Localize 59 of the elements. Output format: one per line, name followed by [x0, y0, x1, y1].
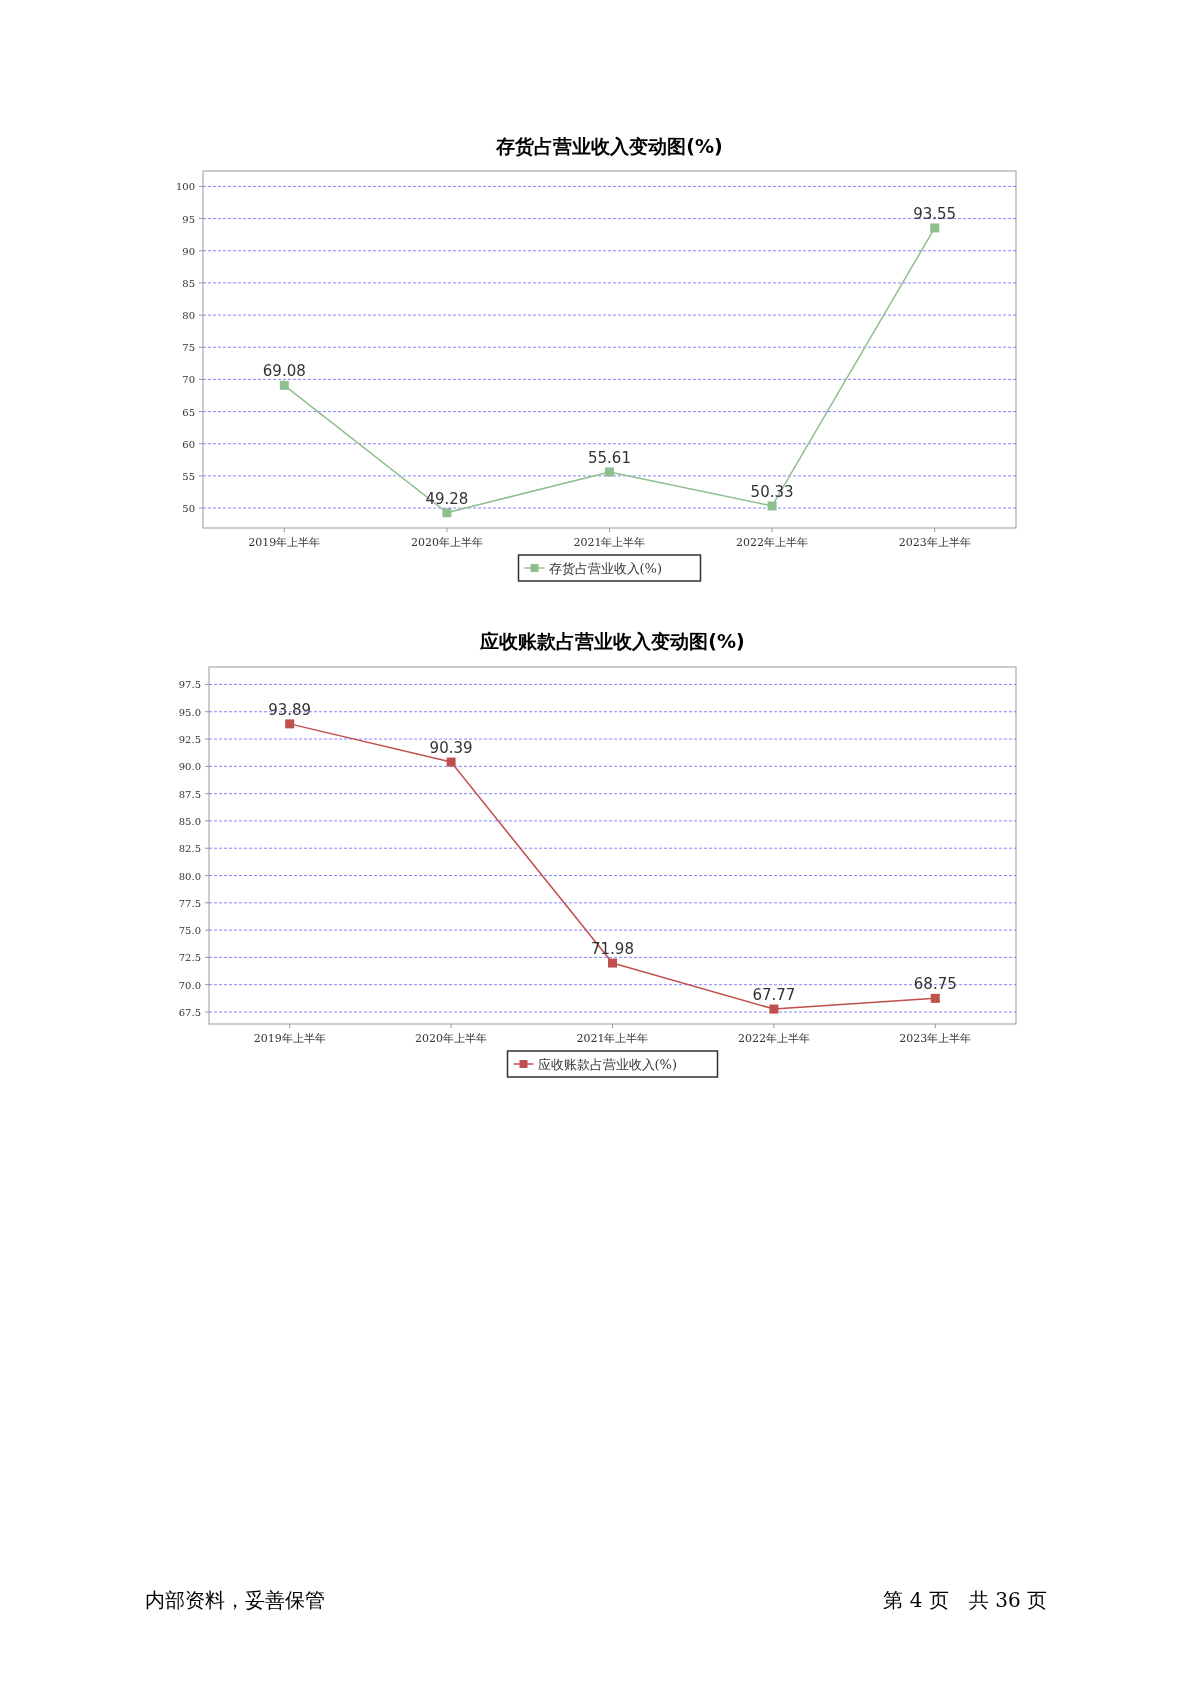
x-tick-label: 2021年上半年	[573, 536, 646, 549]
chart-title: 应收账款占营业收入变动图(%)	[479, 630, 745, 652]
y-tick-label: 55	[182, 470, 195, 482]
x-tick-label: 2022年上半年	[736, 536, 809, 549]
data-label: 93.89	[268, 700, 312, 719]
data-label: 69.08	[262, 362, 306, 381]
y-tick-label: 92.5	[178, 734, 201, 746]
data-label: 50.33	[750, 482, 794, 501]
y-tick-label: 70	[182, 374, 195, 386]
x-tick-label: 2020年上半年	[415, 1032, 488, 1045]
chart-title: 存货占营业收入变动图(%)	[495, 135, 723, 157]
y-tick-label: 85	[182, 277, 195, 289]
x-tick-label: 2023年上半年	[898, 536, 971, 549]
y-tick-label: 60	[182, 438, 195, 450]
data-label: 49.28	[425, 489, 469, 508]
data-label: 68.75	[913, 975, 957, 994]
y-tick-label: 67.5	[178, 1006, 201, 1018]
point	[605, 467, 614, 477]
y-tick-label: 75	[182, 342, 195, 354]
text: 内部资料，妥善保管	[145, 1588, 325, 1612]
data-label: 93.55	[913, 204, 957, 223]
y-tick-label: 90	[182, 245, 195, 257]
legend-label: 存货占营业收入(%)	[548, 561, 662, 576]
x-tick-label: 2021年上半年	[576, 1032, 649, 1045]
x-tick-label: 2019年上半年	[253, 1032, 326, 1045]
point	[442, 508, 452, 518]
point	[930, 993, 940, 1003]
x-tick-label: 2019年上半年	[248, 536, 321, 549]
y-tick-label: 97.5	[178, 679, 201, 691]
point	[446, 757, 456, 767]
legend-label: 应收账款占营业收入(%)	[537, 1057, 677, 1072]
point	[769, 1004, 779, 1014]
point	[608, 958, 617, 968]
y-tick-label: 95.0	[178, 706, 201, 718]
y-tick-label: 65	[182, 406, 195, 418]
y-tick-label: 82.5	[178, 843, 201, 855]
point	[285, 719, 295, 729]
data-label: 67.77	[752, 986, 796, 1005]
data-label: 55.61	[588, 448, 631, 467]
y-tick-label: 72.5	[178, 952, 201, 964]
data-label: 90.39	[429, 739, 473, 758]
point	[279, 380, 289, 390]
y-tick-label: 77.5	[178, 897, 201, 909]
text: 第 4 页 共 36 页	[883, 1588, 1047, 1612]
point	[930, 223, 940, 233]
y-tick-label: 50	[182, 503, 195, 515]
y-tick-label: 80.0	[178, 870, 201, 882]
y-tick-label: 75.0	[178, 925, 201, 937]
y-tick-label: 90.0	[178, 761, 201, 773]
y-tick-label: 70.0	[178, 979, 201, 991]
y-tick-label: 85.0	[178, 815, 201, 827]
y-tick-label: 100	[175, 181, 195, 193]
x-tick-label: 2023年上半年	[899, 1032, 972, 1045]
point	[767, 501, 777, 511]
y-tick-label: 80	[182, 310, 195, 322]
x-tick-label: 2022年上半年	[737, 1032, 810, 1045]
y-tick-label: 87.5	[178, 788, 201, 800]
x-tick-label: 2020年上半年	[410, 536, 483, 549]
y-tick-label: 95	[182, 213, 195, 225]
